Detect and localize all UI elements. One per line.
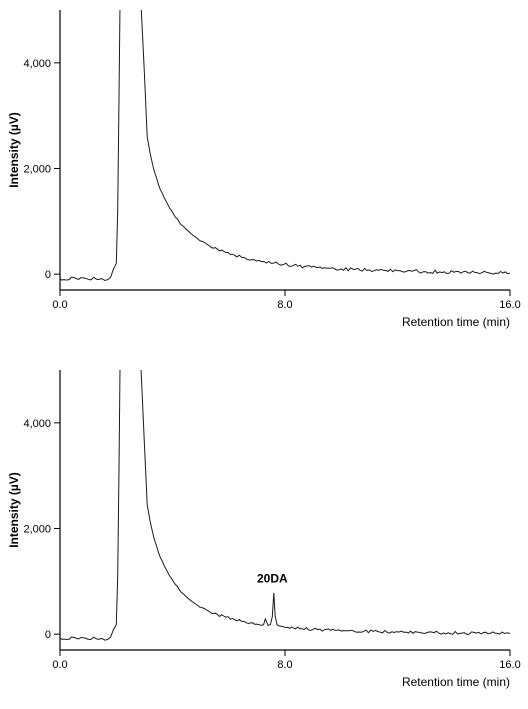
chromatogram-chart: 0.0 8.0 16.0 0 2,000 4,000 Intensity (µV) Reten… (0, 0, 528, 340)
y-tick-label: 0 (45, 269, 51, 281)
y-tick-label: 2,000 (23, 163, 51, 175)
x-tick-label: 8.0 (277, 299, 292, 311)
peak-label: 20DA (257, 571, 288, 585)
figure: 0.0 8.0 16.0 0 2,000 4,000 Intensity (µV) Reten… (0, 0, 528, 709)
x-tick-label: 16.0 (499, 659, 520, 671)
chromatogram-trace (60, 360, 510, 640)
x-tick-label: 0.0 (52, 659, 67, 671)
y-tick-label: 0 (45, 629, 51, 641)
axes (60, 10, 510, 290)
chromatogram-chart: 0.0 8.0 16.0 0 2,000 4,000 Intensity (µV) Reten… (0, 360, 528, 700)
axes (60, 370, 510, 650)
y-tick-label: 4,000 (23, 418, 51, 430)
chromatogram-trace (60, 0, 510, 280)
y-axis-label: Intensity (µV) (7, 112, 21, 188)
x-tick-label: 0.0 (52, 299, 67, 311)
bottom-chromatogram-panel: 0.0 8.0 16.0 0 2,000 4,000 Intensity (µV) Reten… (0, 360, 528, 700)
y-axis-label: Intensity (µV) (7, 472, 21, 548)
x-axis-label: Retention time (min) (402, 315, 510, 329)
y-tick-label: 2,000 (23, 523, 51, 535)
top-chromatogram-panel: 0.0 8.0 16.0 0 2,000 4,000 Intensity (µV) Reten… (0, 0, 528, 340)
x-tick-label: 16.0 (499, 299, 520, 311)
y-tick-label: 4,000 (23, 58, 51, 70)
x-axis-label: Retention time (min) (402, 675, 510, 689)
x-tick-label: 8.0 (277, 659, 292, 671)
